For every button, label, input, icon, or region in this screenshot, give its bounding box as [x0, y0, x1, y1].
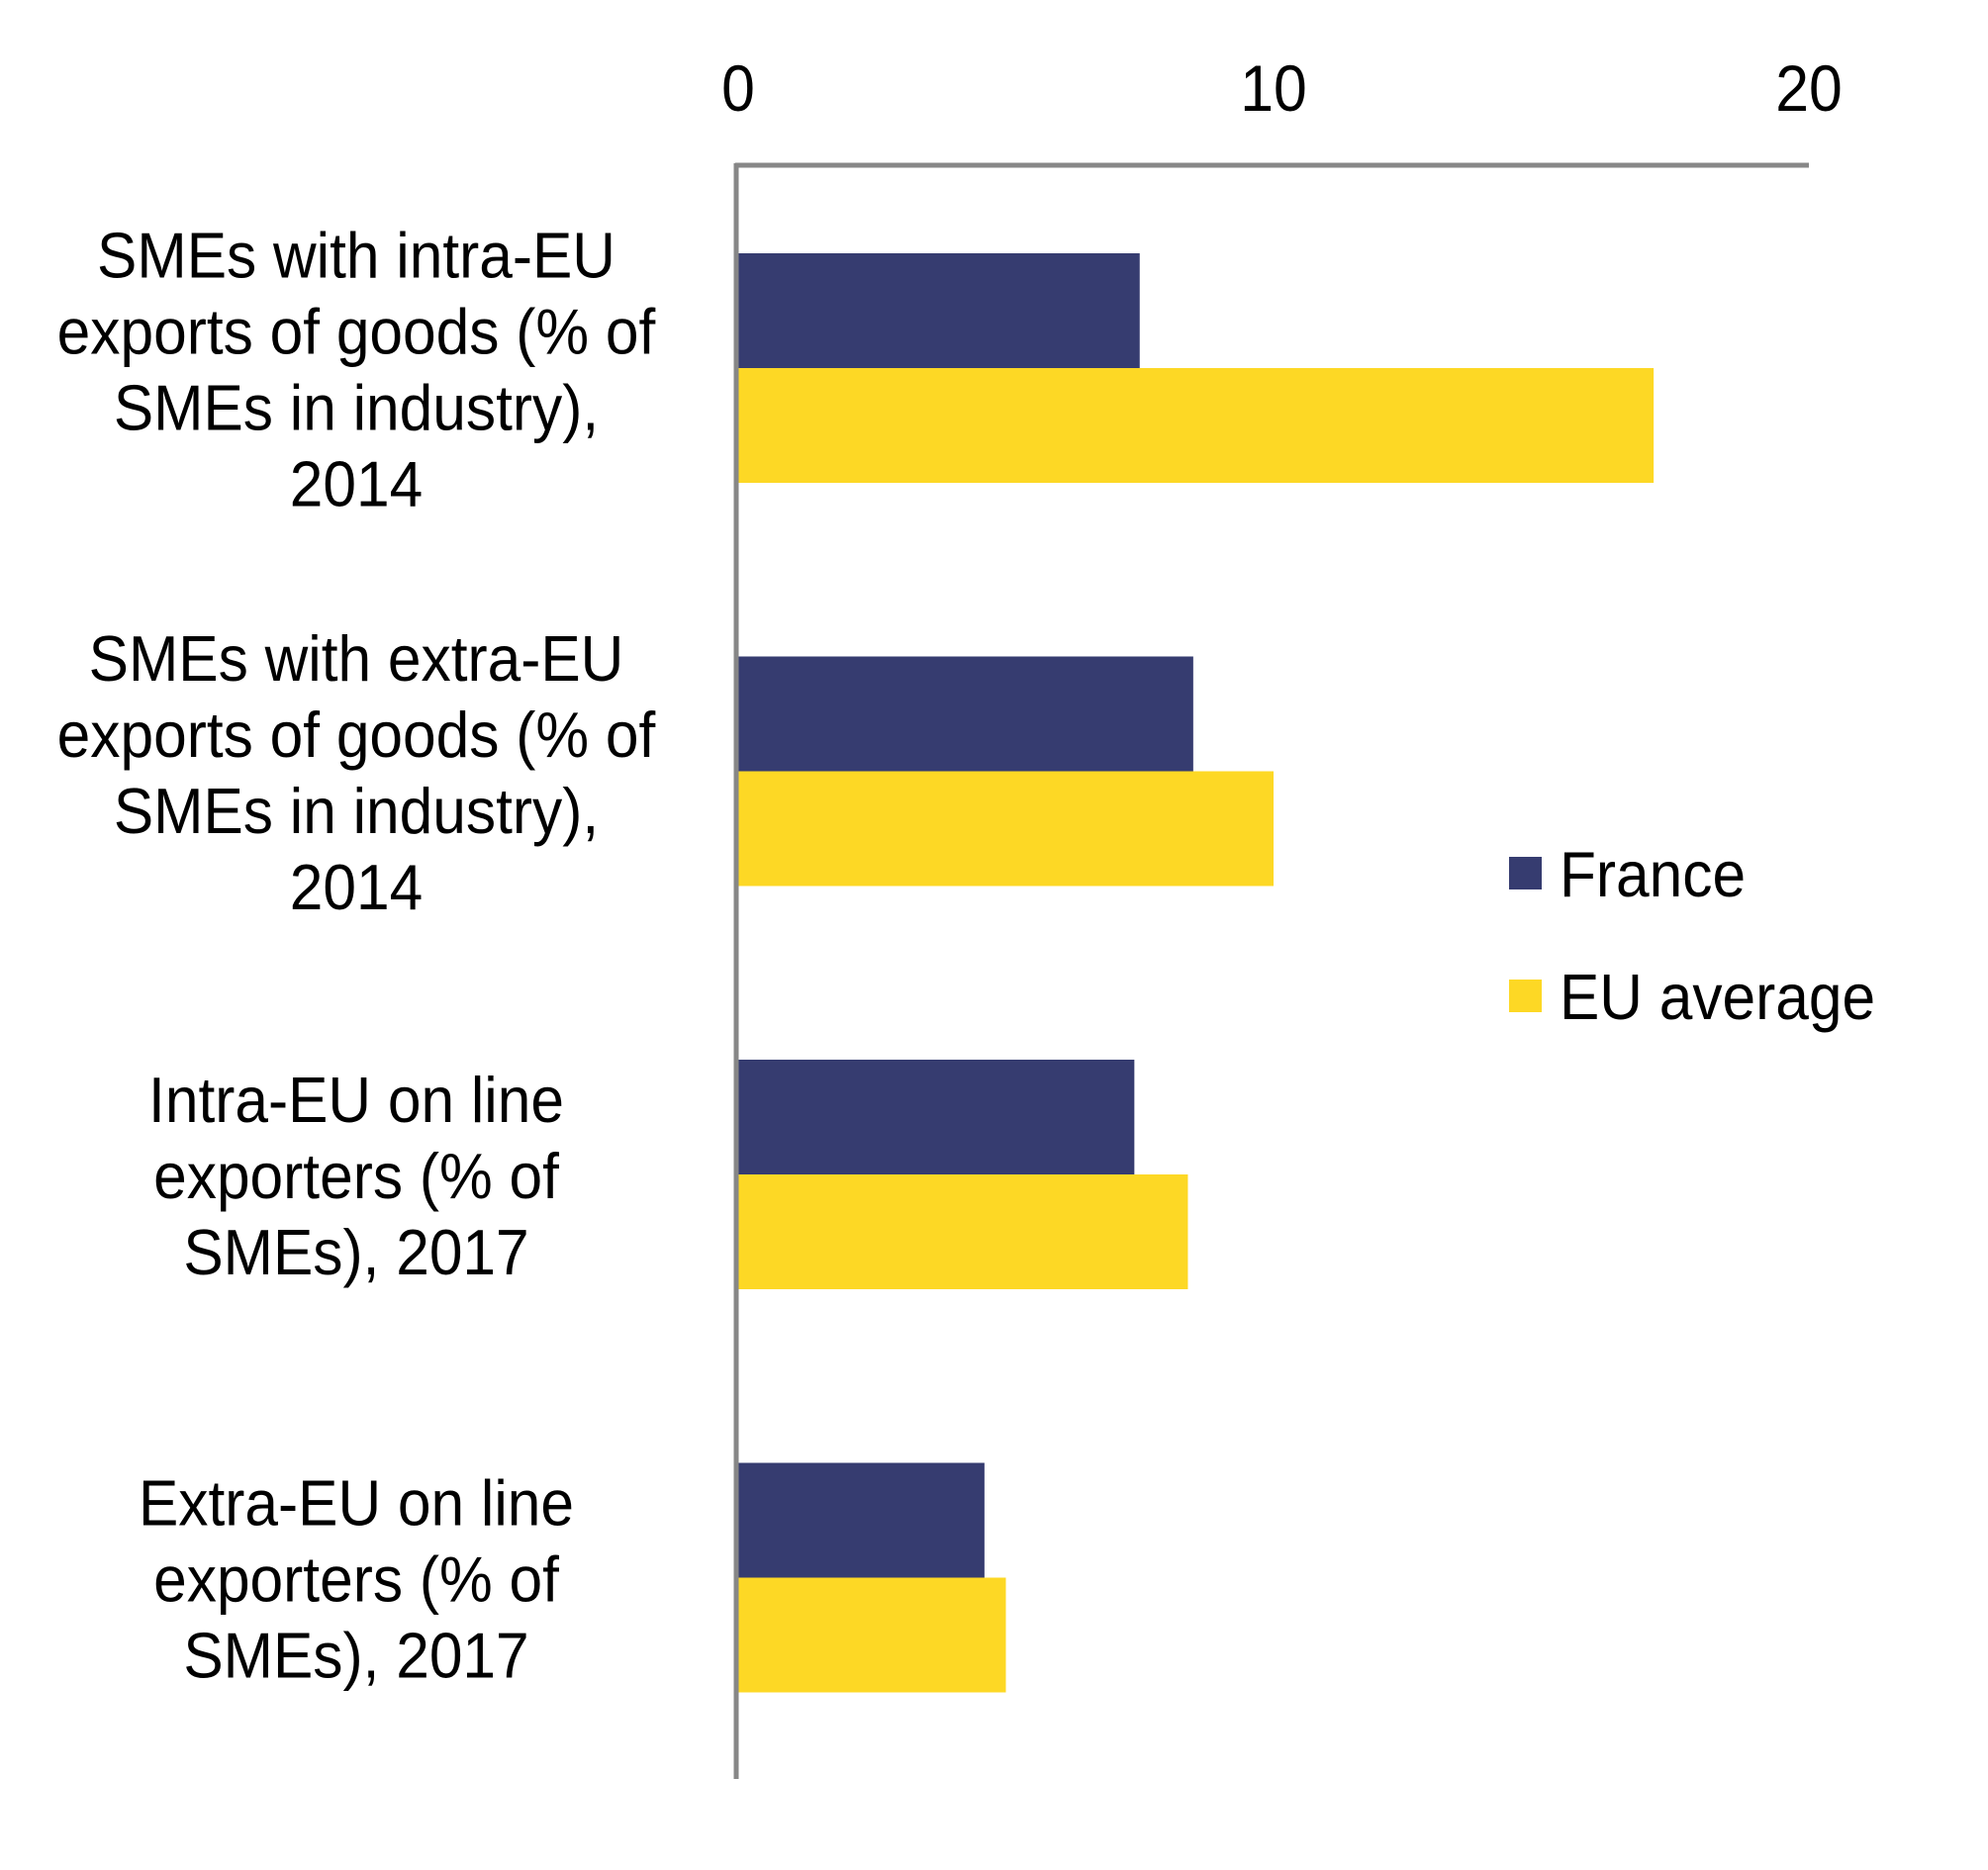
category-label-line: 2014 — [290, 852, 423, 923]
legend-swatch — [1509, 857, 1542, 889]
legend: France EU average — [1509, 839, 1875, 1033]
legend-label: France — [1560, 839, 1746, 910]
bar-eu-average — [738, 1577, 1006, 1693]
category-label-line: SMEs with intra-EU — [97, 221, 615, 292]
category-label-line: SMEs in industry), — [114, 373, 599, 444]
category-label-line: Extra-EU on line — [139, 1468, 574, 1540]
bar-france — [738, 253, 1140, 368]
bar-eu-average — [738, 771, 1274, 887]
legend-item: EU average — [1509, 962, 1875, 1033]
category-label-line: SMEs), 2017 — [183, 1217, 528, 1288]
category-label-line: exports of goods (% of — [57, 297, 656, 368]
bar-eu-average — [738, 368, 1655, 483]
legend-label: EU average — [1560, 962, 1875, 1033]
category-label-line: exporters (% of — [153, 1544, 559, 1616]
legend-item: France — [1509, 839, 1746, 910]
category-label-line: exporters (% of — [153, 1141, 559, 1212]
category-label-line: Intra-EU on line — [148, 1065, 564, 1136]
legend-swatch — [1509, 980, 1542, 1012]
category-label-line: SMEs with extra-EU — [89, 623, 624, 695]
x-tick-label: 0 — [721, 53, 755, 126]
x-tick-label: 20 — [1775, 53, 1843, 126]
category-label-line: SMEs in industry), — [114, 776, 599, 847]
bar-france — [738, 1462, 985, 1578]
bar-france — [738, 1060, 1135, 1174]
bar-france — [738, 656, 1193, 772]
x-tick-label: 10 — [1240, 53, 1307, 126]
category-label-line: 2014 — [290, 449, 423, 520]
bars — [738, 253, 1655, 1693]
category-label-line: SMEs), 2017 — [183, 1621, 528, 1692]
axes — [733, 162, 1809, 1779]
x-axis-ticks: 0 10 20 — [721, 53, 1843, 126]
bar-eu-average — [738, 1174, 1188, 1289]
category-label-line: exports of goods (% of — [57, 700, 656, 771]
